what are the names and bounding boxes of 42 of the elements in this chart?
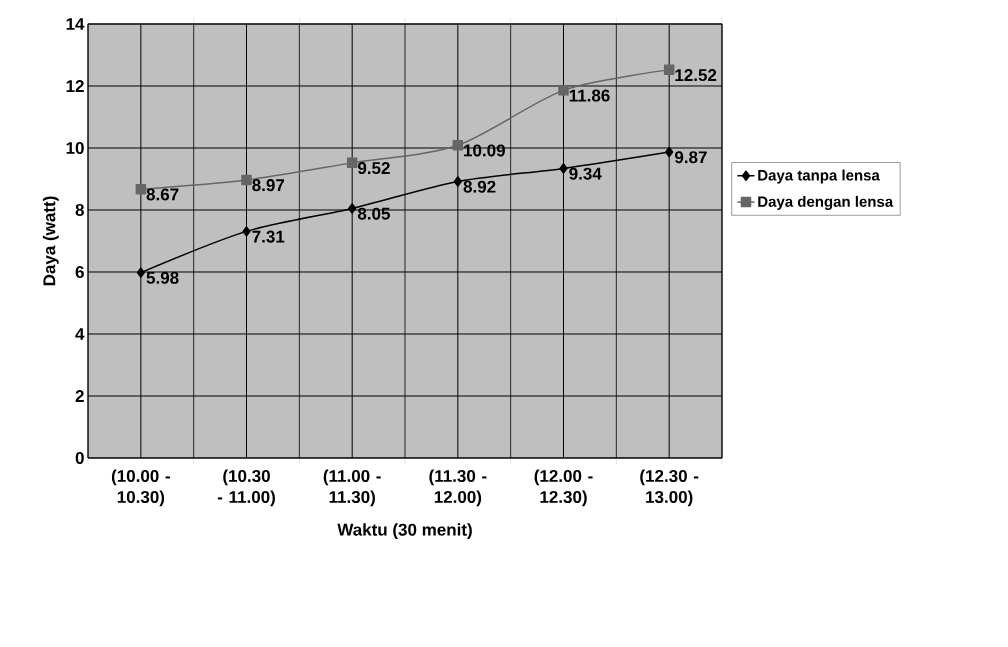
x-axis-title: Waktu (30 menit)	[337, 523, 472, 540]
x-tick-label: (12.30 - 13.00)	[640, 469, 699, 507]
x-tick-label: (10.00 - 10.30)	[111, 469, 170, 507]
y-tick-label: 14	[66, 18, 85, 30]
data-label: 9.52	[357, 162, 390, 175]
point	[348, 203, 357, 214]
legend-label: Daya dengan lensa	[758, 195, 894, 210]
x-tick-label: (12.00 - 12.30)	[534, 469, 593, 507]
data-label: 7.31	[252, 230, 285, 243]
x-tick-label: (11.30 - 12.00)	[429, 469, 487, 507]
point	[452, 139, 464, 151]
point	[663, 64, 675, 76]
point	[346, 157, 358, 169]
data-label: 10.09	[464, 144, 505, 157]
point	[136, 267, 145, 278]
point	[558, 85, 569, 96]
point	[135, 183, 147, 195]
y-tick-label: 12	[66, 80, 84, 92]
x-tick-label: (10.30 - 11.00)	[217, 469, 275, 507]
data-label: 8.05	[357, 207, 390, 220]
data-label: 11.86	[569, 89, 610, 102]
y-tick-label: 6	[75, 265, 84, 279]
point	[242, 226, 251, 237]
x-tick-label: (11.00 - 11.30)	[323, 469, 381, 507]
point	[241, 174, 252, 186]
data-label: 8.92	[463, 180, 496, 193]
point	[665, 146, 674, 158]
point	[453, 176, 462, 187]
data-label: 5.98	[146, 271, 179, 284]
legend-label: Daya tanpa lensa	[758, 169, 880, 184]
y-tick-label: 10	[66, 141, 84, 155]
data-label: 12.52	[675, 69, 717, 82]
data-label: 9.87	[674, 151, 707, 164]
data-label: 8.67	[146, 188, 179, 201]
y-tick-label: 2	[75, 390, 84, 402]
point	[559, 163, 568, 174]
y-axis-title: Daya (watt)	[42, 196, 59, 286]
y-tick-label: 4	[75, 328, 85, 340]
data-label: 8.97	[252, 179, 285, 192]
y-tick-label: 8	[75, 203, 84, 217]
data-label: 9.34	[569, 167, 602, 180]
y-tick-label: 0	[75, 451, 84, 465]
